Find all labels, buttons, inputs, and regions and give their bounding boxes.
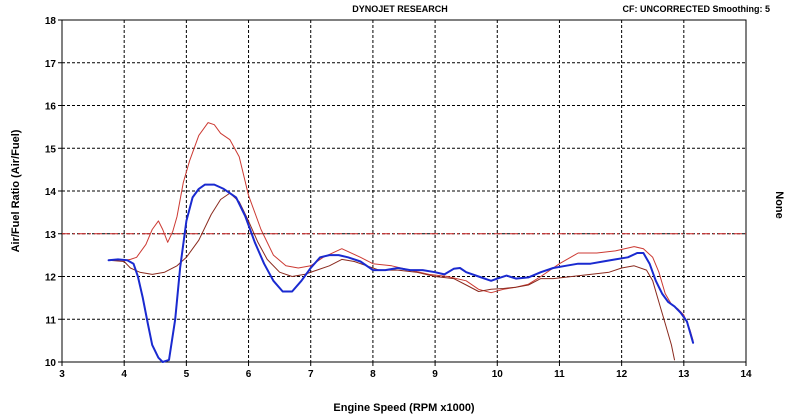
y-tick-label: 14 xyxy=(45,187,57,198)
chart-subtitle: CF: UNCORRECTED Smoothing: 5 xyxy=(622,4,771,14)
x-tick-label: 11 xyxy=(554,369,565,380)
x-tick-label: 6 xyxy=(246,369,252,380)
x-tick-label: 14 xyxy=(740,369,752,380)
y-tick-label: 10 xyxy=(45,358,57,369)
x-axis-label: Engine Speed (RPM x1000) xyxy=(333,402,475,414)
series-line-2 xyxy=(108,192,675,361)
y-tick-label: 15 xyxy=(45,144,57,155)
x-tick-label: 5 xyxy=(184,369,190,380)
y-tick-label: 16 xyxy=(45,102,57,113)
x-tick-label: 10 xyxy=(492,369,504,380)
x-tick-label: 12 xyxy=(616,369,628,380)
y-tick-label: 12 xyxy=(45,273,57,284)
series-line-1 xyxy=(108,122,694,342)
right-axis-label: None xyxy=(773,191,785,219)
y-tick-label: 11 xyxy=(45,315,56,326)
y-axis-ticks: 10 11 12 13 14 15 16 17 18 xyxy=(45,16,62,369)
y-tick-label: 18 xyxy=(45,16,57,27)
x-axis-ticks: 3 4 5 6 7 8 9 10 11 12 13 14 xyxy=(59,362,752,380)
series-layer xyxy=(107,122,695,363)
y-tick-label: 13 xyxy=(45,230,57,241)
x-tick-label: 9 xyxy=(432,369,438,380)
y-tick-label: 17 xyxy=(45,59,57,70)
x-tick-label: 8 xyxy=(370,369,376,380)
y-axis-label: Air/Fuel Ratio (Air/Fuel) xyxy=(10,129,22,252)
x-tick-label: 13 xyxy=(678,369,690,380)
x-tick-label: 4 xyxy=(121,369,127,380)
chart-title: DYNOJET RESEARCH xyxy=(352,4,448,14)
series-line-3 xyxy=(107,183,695,363)
x-tick-label: 7 xyxy=(308,369,314,380)
x-tick-label: 3 xyxy=(59,369,65,380)
